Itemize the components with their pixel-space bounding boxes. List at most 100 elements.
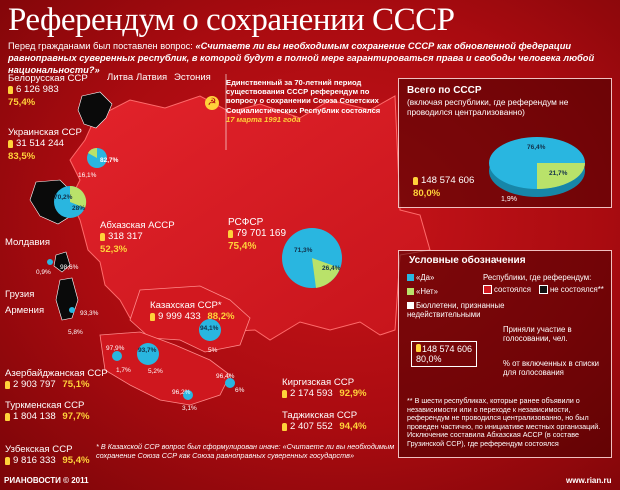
pie-rsfsr: 71,3% 26,4% [282, 228, 342, 288]
total-yes: 76,4% [527, 144, 546, 151]
voter-icon [5, 380, 10, 389]
not-held-swatch [539, 285, 548, 295]
total-heading: Всего по СССР [407, 85, 482, 96]
hammer-sickle-icon: ☭ [205, 96, 219, 110]
intro-question: «Считаете ли вы необходимым сохранение С… [8, 41, 595, 75]
legend-footnote: ** В шести республиках, которые ранее об… [407, 396, 601, 448]
pie-ukraine-no: 16,1% [78, 172, 97, 179]
voter-icon [282, 389, 287, 398]
spoiled-swatch [407, 302, 414, 310]
total-pie: 76,4% 21,7% 1,9% [489, 137, 585, 203]
pie-turkmenia: 93,7% 5,2% [137, 343, 163, 375]
pie-rsfsr-no: 26,4% [322, 265, 341, 272]
intro-lead: Перед гражданами был поставлен вопрос: [8, 41, 193, 51]
total-panel: Всего по СССР (включая республики, где р… [398, 78, 612, 208]
voter-icon [5, 456, 10, 465]
pie-abkhazia-no: 28% [72, 205, 85, 212]
pie-uzbekistan: 96,2% 3,1% [172, 389, 197, 412]
held-swatch [483, 285, 492, 295]
pie-ukraine-yes: 82,7% [100, 157, 119, 164]
total-subtitle: (включая республики, где референдум не п… [407, 97, 569, 117]
page-title: Референдум о сохранении СССР [8, 2, 455, 38]
republic-kirgizia: Киргизская ССР 2 174 593 92,9% [282, 377, 367, 399]
label-lithuania: Литва [107, 72, 134, 83]
republic-tajikistan: Таджикская ССР 2 407 552 94,4% [282, 410, 367, 432]
pie-kirg-yes: 96,4% [216, 373, 235, 380]
pie-kazakh: 94,1% 5% [199, 319, 221, 354]
pie-turkm-no: 5,2% [148, 368, 163, 375]
legend-pct-included: % от включенных в списки для голосования [503, 359, 599, 377]
label-estonia: Эстония [174, 72, 211, 83]
map-note-text: Единственный за 70-летний период существ… [226, 78, 381, 115]
voter-icon [5, 412, 10, 421]
map-note: Единственный за 70-летний период существ… [226, 78, 386, 124]
pie-abkhazia: 70,2% 28% [54, 185, 87, 218]
voter-icon [150, 312, 155, 321]
republic-ukraine: Украинская ССР 31 514 244 83,5% [8, 127, 82, 162]
pie-ukraine: 82,7% 16,1% [78, 147, 119, 179]
voter-icon [8, 85, 13, 94]
pie-armenia-pct2: 5,8% [68, 329, 83, 336]
pie-abkhazia-yes: 70,2% [54, 194, 73, 201]
legend-rep-title: Республики, где референдум: [483, 273, 592, 282]
pie-moldova: 98,6% [47, 259, 79, 271]
legend-no: «Нет» [407, 287, 438, 296]
republic-kazakh: Казахская ССР* 9 999 433 88,2% [150, 300, 235, 322]
yes-swatch [407, 274, 414, 282]
rsfsr-landmass [69, 95, 431, 341]
kazakh-region [129, 285, 251, 353]
footer-credit: РИАНОВОСТИ © 2011 [4, 476, 89, 485]
pie-kirg-no: 6% [235, 387, 245, 394]
pie-moldova-pct: 98,6% [60, 264, 79, 271]
total-spoiled: 1,9% [501, 196, 517, 203]
intro-text: Перед гражданами был поставлен вопрос: «… [8, 40, 608, 76]
voter-icon [413, 176, 418, 185]
map-note-date: 17 марта 1991 года [226, 114, 301, 124]
republic-azerbaijan: Азербайджанская ССР 2 903 797 75,1% [5, 368, 108, 390]
pie-azer-no: 1,7% [116, 367, 131, 374]
voter-icon [416, 344, 421, 352]
republic-uzbekistan: Узбекская ССР 9 816 333 95,4% [5, 444, 90, 466]
pie-uzb-yes: 96,2% [172, 389, 191, 396]
republic-rsfsr: РСФСР 79 701 169 75,4% [228, 217, 287, 252]
legend-held: состоялся [483, 285, 531, 295]
pie-armenia-pct1: 93,3% [80, 310, 99, 317]
label-moldova: Молдавия [5, 237, 50, 248]
pie-kazakh-no: 5% [208, 347, 218, 354]
pie-kazakh-yes: 94,1% [200, 325, 219, 332]
legend-example: 148 574 606 80,0% [411, 341, 478, 367]
legend-participated: Приняли участие в голосовании, чел. [503, 325, 572, 343]
pie-georgia-pct: 0,9% [36, 269, 51, 276]
pie-azerbaijan: 97,9% 1,7% [106, 345, 131, 374]
moldova-region [53, 251, 71, 273]
pie-turkm-yes: 93,7% [138, 347, 157, 354]
republic-turkmenia: Туркменская ССР 1 804 138 97,7% [5, 400, 90, 422]
legend-spoiled: Бюллетени, признанные недействительными [407, 301, 505, 319]
ussr-map [29, 74, 431, 406]
legend-panel: Условные обозначения «Да» «Нет» Бюллетен… [398, 250, 612, 458]
voter-icon [282, 422, 287, 431]
pie-armenia: 93,3% 5,8% [68, 307, 99, 336]
legend-not-held: не состоялся** [539, 285, 604, 295]
label-latvia: Латвия [136, 72, 168, 83]
kazakh-footnote: * В Казахской ССР вопрос был сформулиров… [96, 442, 395, 460]
label-armenia: Армения [5, 305, 45, 316]
pie-azer-yes: 97,9% [106, 345, 125, 352]
voter-icon [100, 232, 105, 241]
total-values: 148 574 606 80,0% [413, 175, 475, 199]
central-asia-region [99, 331, 231, 406]
pie-kirgizia: 96,4% 6% [216, 373, 245, 394]
footer-link[interactable]: www.rian.ru [566, 476, 612, 485]
no-swatch [407, 288, 414, 296]
republic-belarus: Белорусская ССР 6 126 983 75,4% [8, 73, 88, 108]
pie-rsfsr-yes: 71,3% [294, 247, 313, 254]
voter-icon [8, 139, 13, 148]
voter-icon [228, 229, 233, 238]
baltic-region [77, 91, 113, 129]
legend-yes: «Да» [407, 273, 434, 282]
legend-heading: Условные обозначения [409, 255, 526, 266]
republic-abkhazia: Абхазская АССР 318 317 52,3% [100, 220, 175, 255]
pie-uzb-no: 3,1% [182, 405, 197, 412]
